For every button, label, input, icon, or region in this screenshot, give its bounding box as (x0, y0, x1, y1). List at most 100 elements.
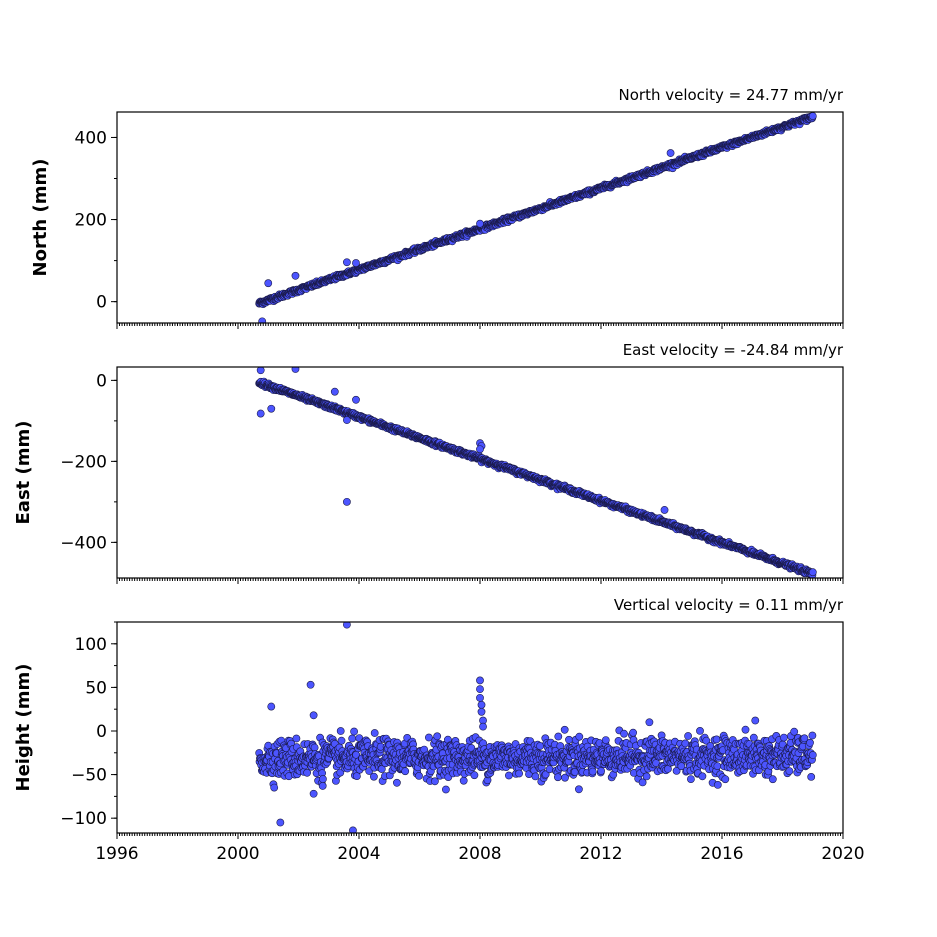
outlier-point (291, 367, 300, 373)
y-tick-label: 400 (75, 128, 107, 148)
outlier-point (267, 404, 276, 413)
outlier-point (476, 676, 484, 685)
data-point (780, 733, 788, 742)
outlier-point (660, 506, 669, 514)
data-point (601, 736, 610, 744)
outlier-point (352, 395, 360, 404)
y-tick-label: 0 (96, 371, 107, 391)
data-point (504, 771, 513, 780)
outlier-point (256, 367, 265, 375)
data-point (642, 772, 651, 781)
north-points (255, 112, 817, 323)
data-point (565, 735, 573, 744)
data-point (806, 738, 814, 747)
data-point (696, 727, 704, 735)
y-tick-label: −400 (60, 533, 107, 553)
east-panel: −400 −200 0 East (mm) East velocity = -24.84… (13, 341, 844, 584)
outlier-point (306, 680, 315, 689)
panel-title: North velocity = 24.77 mm/yr (619, 86, 844, 104)
data-point (808, 112, 817, 120)
data-point (515, 769, 523, 778)
outlier-point (256, 409, 265, 418)
data-point (597, 767, 605, 775)
data-point (459, 776, 468, 785)
data-point (702, 736, 711, 745)
outlier-point (309, 711, 318, 720)
data-point (713, 762, 722, 770)
data-point (807, 773, 816, 781)
data-point (687, 775, 695, 783)
y-axis-label: North (mm) (30, 159, 51, 277)
data-point (712, 735, 721, 744)
data-point (337, 736, 346, 745)
data-point (415, 772, 423, 780)
outlier-point (318, 782, 327, 790)
data-point (370, 729, 379, 737)
data-point (677, 762, 686, 771)
data-point (808, 751, 817, 759)
data-point (470, 771, 479, 780)
outlier-point (666, 149, 675, 157)
data-point (721, 775, 730, 784)
data-point (629, 728, 637, 737)
y-tick-label: 0 (96, 293, 107, 313)
outlier-point (476, 685, 484, 694)
data-point (310, 743, 319, 752)
height-points (255, 622, 817, 833)
outlier-point (477, 707, 486, 716)
outlier-point (476, 219, 484, 228)
outlier-point (751, 716, 760, 725)
data-point (401, 767, 410, 776)
outlier-point (276, 818, 285, 827)
data-point (575, 732, 584, 741)
data-point (575, 785, 583, 794)
outlier-point (352, 259, 360, 267)
data-point (554, 773, 562, 782)
data-point (749, 733, 758, 742)
y-tick-label: −200 (60, 452, 107, 472)
outlier-point (330, 387, 339, 396)
north-panel: 0 200 400 North (mm) North velocity = 24.77 … (30, 86, 844, 329)
outlier-point (342, 258, 351, 267)
outlier-point (343, 622, 351, 629)
height-panel: 1996 2000 2004 2008 2012 2016 2020−100−5005010… (13, 596, 865, 864)
data-point (348, 734, 357, 743)
data-point (441, 785, 450, 794)
panel-title: East velocity = -24.84 mm/yr (623, 341, 844, 359)
y-axis-label: East (mm) (13, 421, 34, 525)
data-point (681, 739, 690, 748)
outlier-point (349, 826, 357, 833)
data-point (620, 729, 628, 738)
data-point (560, 725, 569, 734)
data-point (808, 568, 817, 577)
data-point (698, 772, 707, 781)
outlier-point (476, 445, 484, 454)
data-point (790, 727, 799, 736)
outlier-point (267, 702, 276, 711)
outlier-point (258, 317, 267, 323)
data-point (785, 767, 794, 775)
data-point (336, 727, 345, 735)
data-point (303, 768, 311, 777)
east-points (255, 367, 817, 578)
data-point (531, 772, 540, 781)
data-point (270, 783, 279, 792)
data-point (292, 734, 301, 743)
data-point (741, 725, 750, 734)
data-point (588, 767, 597, 776)
data-point (392, 778, 401, 787)
data-point (430, 777, 439, 786)
outlier-point (477, 700, 486, 709)
data-point (541, 770, 550, 779)
outlier-point (476, 693, 484, 702)
data-point (467, 744, 476, 752)
outlier-point (479, 722, 487, 731)
data-point (318, 775, 327, 783)
data-point (433, 732, 442, 741)
data-point (554, 732, 563, 741)
y-tick-label: 200 (75, 211, 107, 231)
outlier-point (309, 789, 318, 798)
data-point (800, 734, 809, 743)
data-point (561, 773, 569, 782)
